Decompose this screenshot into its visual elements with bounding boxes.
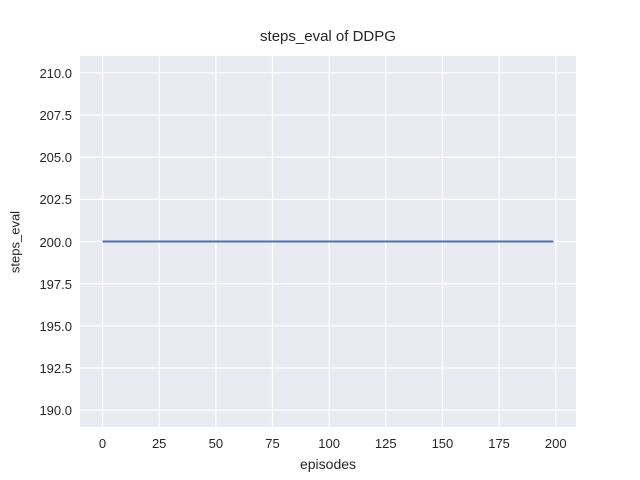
x-tick-label: 175 bbox=[488, 436, 510, 451]
y-axis-label: steps_eval bbox=[7, 210, 23, 274]
x-axis-label: episodes bbox=[299, 456, 357, 472]
y-tick-label: 190.0 bbox=[39, 403, 72, 419]
x-tick-label: 0 bbox=[98, 436, 107, 451]
y-tick-label: 210.0 bbox=[39, 65, 72, 81]
plot-area bbox=[80, 56, 576, 427]
y-tick-label: 197.5 bbox=[39, 276, 72, 292]
plot-canvas bbox=[80, 56, 576, 427]
x-tick-label: 50 bbox=[208, 436, 224, 451]
y-tick-label: 192.5 bbox=[39, 360, 72, 376]
x-tick-label: 200 bbox=[544, 436, 567, 451]
y-tick-label: 207.5 bbox=[39, 108, 72, 124]
chart-title: steps_eval of DDPG bbox=[260, 28, 396, 45]
x-tick-label: 100 bbox=[318, 436, 340, 451]
x-tick-label: 125 bbox=[374, 436, 397, 451]
x-tick-label: 25 bbox=[151, 436, 167, 451]
y-tick-label: 195.0 bbox=[39, 318, 72, 334]
x-tick-label: 75 bbox=[265, 436, 280, 451]
x-tick-label: 150 bbox=[431, 436, 454, 451]
y-tick-label: 202.5 bbox=[39, 192, 72, 208]
y-tick-label: 205.0 bbox=[39, 150, 72, 166]
